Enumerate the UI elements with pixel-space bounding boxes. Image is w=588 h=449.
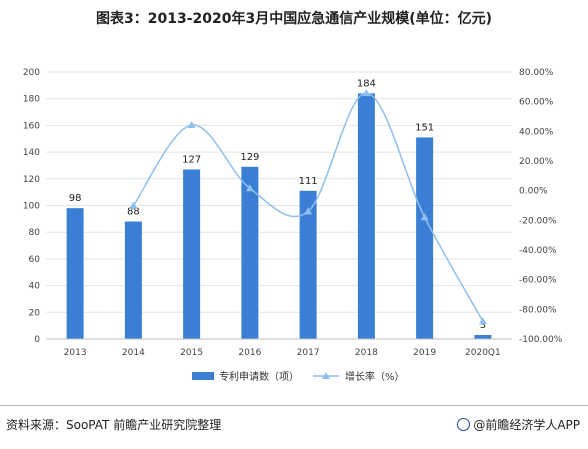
bar-data-label: 151: [415, 122, 434, 133]
right-tick-label: -20.00%: [519, 216, 557, 226]
right-tick-label: 20.00%: [519, 157, 554, 167]
right-tick-label: 40.00%: [519, 127, 554, 137]
right-tick-label: -100.00%: [519, 335, 563, 345]
legend: 专利申请数（项） 增长率（%）: [192, 370, 405, 383]
bar: [416, 137, 434, 339]
x-tick-label: 2020Q1: [465, 348, 501, 358]
x-tick-label: 2013: [64, 348, 87, 358]
source-note: 资料来源：SooPAT 前瞻产业研究院整理: [6, 418, 222, 432]
legend-line-marker: [322, 372, 330, 379]
bar: [474, 334, 492, 339]
left-tick-label: 180: [23, 95, 40, 105]
growth-marker: [304, 207, 313, 215]
right-tick-label: 0.00%: [519, 187, 548, 197]
x-tick-label: 2019: [413, 348, 436, 358]
bar: [66, 208, 84, 339]
chart-title: 图表3：2013-2020年3月中国应急通信产业规模(单位：亿元): [95, 11, 493, 27]
left-tick-label: 160: [23, 121, 40, 131]
growth-marker: [245, 184, 254, 192]
growth-marker: [420, 213, 429, 221]
x-tick-label: 2016: [238, 348, 261, 358]
bar-data-label: 98: [69, 193, 82, 204]
brand-logo-icon: [457, 418, 471, 431]
growth-marker: [129, 201, 138, 209]
brand-credit: @前瞻经济学人APP: [457, 416, 580, 433]
x-axis: 2013 2014 2015 2016 2017 2018 2019 2020Q1: [46, 338, 512, 358]
left-tick-label: 20: [29, 308, 41, 318]
growth-marker: [478, 317, 487, 325]
left-tick-label: 120: [23, 175, 40, 185]
bar-data-label: 184: [357, 78, 376, 89]
growth-marker: [187, 120, 196, 128]
gridlines: [46, 71, 512, 340]
left-tick-label: 140: [23, 148, 40, 158]
bar-data-label: 111: [299, 176, 318, 187]
right-tick-label: -60.00%: [519, 276, 557, 286]
bar: [241, 166, 259, 339]
footer: 资料来源：SooPAT 前瞻产业研究院整理 @前瞻经济学人APP: [0, 405, 588, 449]
left-tick-label: 200: [23, 68, 40, 78]
x-tick-label: 2014: [122, 348, 145, 358]
bar-data-labels: 98 88 127 129 111 184 151 3: [69, 78, 486, 331]
legend-line-label: 增长率（%）: [345, 370, 405, 383]
right-axis: -100.00% -80.00% -60.00% -40.00% -20.00% 0.00…: [519, 68, 563, 345]
bar: [124, 221, 142, 339]
left-tick-label: 0: [34, 335, 40, 345]
bar: [183, 169, 201, 339]
right-tick-label: 80.00%: [519, 68, 554, 78]
x-tick-label: 2015: [180, 348, 203, 358]
left-axis: 0 20 40 60 80 100 120 140 160 180 200: [23, 68, 40, 345]
left-tick-label: 60: [29, 255, 41, 265]
bar: [357, 93, 375, 339]
left-tick-label: 40: [29, 282, 41, 292]
right-tick-label: 60.00%: [519, 98, 554, 108]
right-tick-label: -80.00%: [519, 305, 557, 315]
bar-data-label: 3: [480, 320, 486, 331]
growth-line-series: [129, 89, 487, 325]
bar-data-label: 129: [240, 152, 259, 163]
left-tick-label: 100: [23, 202, 40, 212]
x-tick-label: 2018: [355, 348, 378, 358]
legend-bar-swatch: [192, 372, 214, 380]
chart: 0 20 40 60 80 100 120 140 160 180 200 -100.00% -80.…: [23, 68, 563, 383]
bar-data-label: 88: [127, 207, 140, 218]
bar: [299, 190, 317, 339]
right-tick-label: -40.00%: [519, 246, 557, 256]
growth-marker: [362, 89, 371, 97]
bar-data-label: 127: [182, 154, 201, 165]
x-tick-label: 2017: [297, 348, 320, 358]
left-tick-label: 80: [29, 228, 41, 238]
bar-series: [66, 93, 492, 339]
legend-bar-label: 专利申请数（项）: [219, 370, 299, 383]
brand-text: @前瞻经济学人APP: [473, 418, 580, 432]
